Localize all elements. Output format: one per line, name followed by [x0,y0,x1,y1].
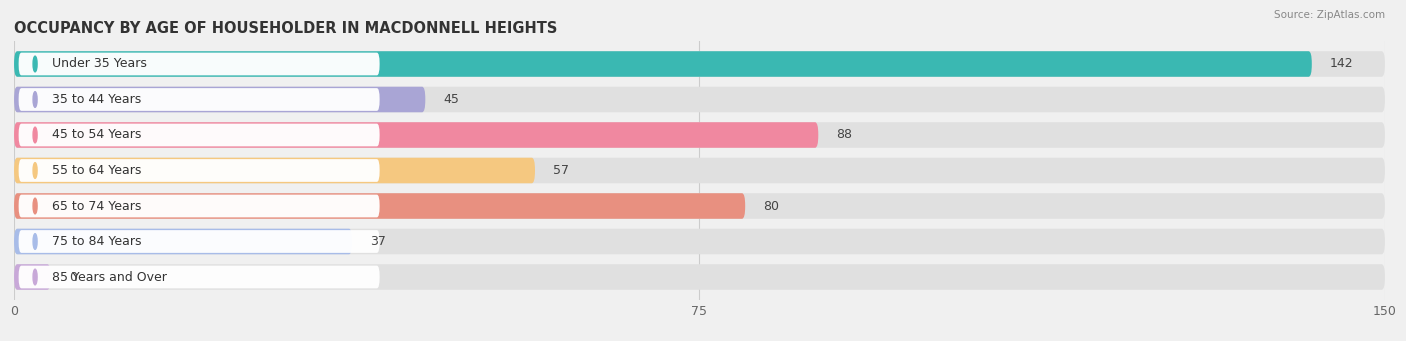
Circle shape [34,127,37,143]
FancyBboxPatch shape [18,266,380,288]
FancyBboxPatch shape [14,87,426,112]
Circle shape [34,198,37,214]
Text: 35 to 44 Years: 35 to 44 Years [52,93,141,106]
Text: Source: ZipAtlas.com: Source: ZipAtlas.com [1274,10,1385,20]
FancyBboxPatch shape [14,193,745,219]
Text: 75 to 84 Years: 75 to 84 Years [52,235,141,248]
FancyBboxPatch shape [14,158,1385,183]
FancyBboxPatch shape [14,229,353,254]
FancyBboxPatch shape [14,87,1385,112]
FancyBboxPatch shape [14,229,1385,254]
FancyBboxPatch shape [18,124,380,146]
Text: 80: 80 [763,199,779,212]
FancyBboxPatch shape [14,264,1385,290]
FancyBboxPatch shape [14,264,51,290]
Circle shape [34,163,37,178]
FancyBboxPatch shape [14,122,1385,148]
FancyBboxPatch shape [14,122,818,148]
FancyBboxPatch shape [14,51,1312,77]
FancyBboxPatch shape [18,88,380,111]
FancyBboxPatch shape [18,159,380,182]
Text: 88: 88 [837,129,852,142]
Circle shape [34,269,37,285]
Text: 0: 0 [69,270,77,283]
Text: 45 to 54 Years: 45 to 54 Years [52,129,141,142]
FancyBboxPatch shape [14,51,1385,77]
FancyBboxPatch shape [14,158,536,183]
FancyBboxPatch shape [18,195,380,217]
FancyBboxPatch shape [18,230,380,253]
FancyBboxPatch shape [14,193,1385,219]
Text: 142: 142 [1330,58,1354,71]
Circle shape [34,56,37,72]
Text: 65 to 74 Years: 65 to 74 Years [52,199,141,212]
Text: 45: 45 [444,93,460,106]
Text: OCCUPANCY BY AGE OF HOUSEHOLDER IN MACDONNELL HEIGHTS: OCCUPANCY BY AGE OF HOUSEHOLDER IN MACDO… [14,21,557,36]
FancyBboxPatch shape [18,53,380,75]
Text: 85 Years and Over: 85 Years and Over [52,270,166,283]
Text: 55 to 64 Years: 55 to 64 Years [52,164,141,177]
Text: 37: 37 [371,235,387,248]
Circle shape [34,234,37,249]
Text: 57: 57 [554,164,569,177]
Circle shape [34,92,37,107]
Text: Under 35 Years: Under 35 Years [52,58,146,71]
